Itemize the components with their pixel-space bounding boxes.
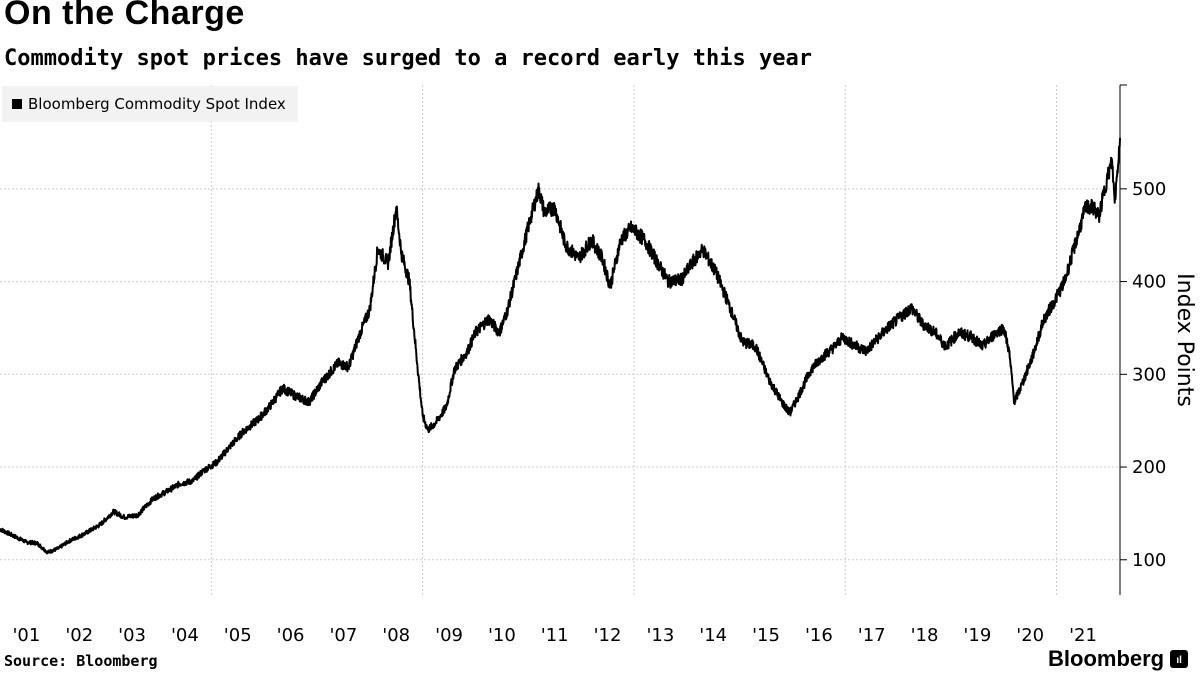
bloomberg-logo: Bloomberg ıl [1048,646,1189,672]
legend-label: Bloomberg Commodity Spot Index [28,95,286,113]
x-tick-label: '07 [329,625,357,646]
bloomberg-terminal-icon: ıl [1170,650,1189,668]
x-axis-ticks: '01 '02 '03 '04 '05 '06 '07 '08 '09 '10 '11 '12 '13 '… [12,625,1096,646]
chart-subtitle: Commodity spot prices have surged to a r… [4,46,812,71]
y-axis-label: Index Points [1172,273,1197,407]
y-tick-label: 200 [1132,457,1166,478]
grid [0,85,1120,595]
x-tick-label: '15 [752,625,780,646]
x-tick-label: '12 [594,625,622,646]
chart-title: On the Charge [4,0,245,32]
x-tick-label: '20 [1016,625,1044,646]
x-tick-label: '03 [118,625,146,646]
x-tick-label: '18 [911,625,939,646]
legend: Bloomberg Commodity Spot Index [2,86,298,122]
x-tick-label: '19 [963,625,991,646]
source-note: Source: Bloomberg [4,652,158,670]
y-tick-label: 100 [1132,550,1166,571]
x-tick-label: '13 [646,625,674,646]
x-tick-label: '04 [171,625,199,646]
x-tick-label: '11 [541,625,569,646]
logo-text: Bloomberg [1048,646,1165,671]
y-tick-label: 400 [1132,272,1166,293]
x-tick-label: '14 [699,625,727,646]
series-line-bloomberg-commodity-spot-index [0,137,1121,555]
x-tick-label: '02 [65,625,93,646]
x-tick-label: '06 [277,625,305,646]
y-axis: 100 200 300 400 500 [1119,84,1166,595]
x-tick-label: '10 [488,625,516,646]
y-tick-label: 500 [1132,179,1166,200]
x-tick-label: '05 [224,625,252,646]
x-tick-label: '09 [435,625,463,646]
x-tick-label: '01 [12,625,40,646]
x-tick-label: '17 [858,625,886,646]
x-tick-label: '16 [805,625,833,646]
x-tick-label: '08 [382,625,410,646]
legend-swatch [12,99,22,109]
y-tick-label: 300 [1132,364,1166,385]
x-tick-label: '21 [1069,625,1097,646]
